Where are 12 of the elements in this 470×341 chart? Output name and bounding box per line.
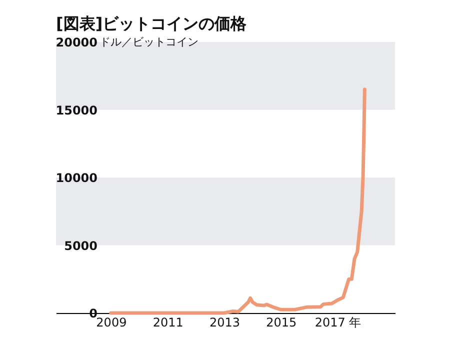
y-tick-label: 20000 [56,36,98,50]
x-tick-label: 2011 [152,316,184,330]
chart-title: [図表]ビットコインの価格 [56,14,248,33]
x-tick-label: 2017 年 [314,316,362,330]
x-tick-label: 2013 [209,316,240,330]
y-tick-label: 15000 [56,103,98,118]
line-series [109,88,366,315]
x-tick-label: 2015 [266,316,297,330]
y-tick-label: 5000 [64,238,98,253]
y-tick-label: 10000 [56,171,98,185]
y-axis-title: ドル／ビットコイン [100,36,198,48]
x-tick-label: 2009 [96,316,127,330]
